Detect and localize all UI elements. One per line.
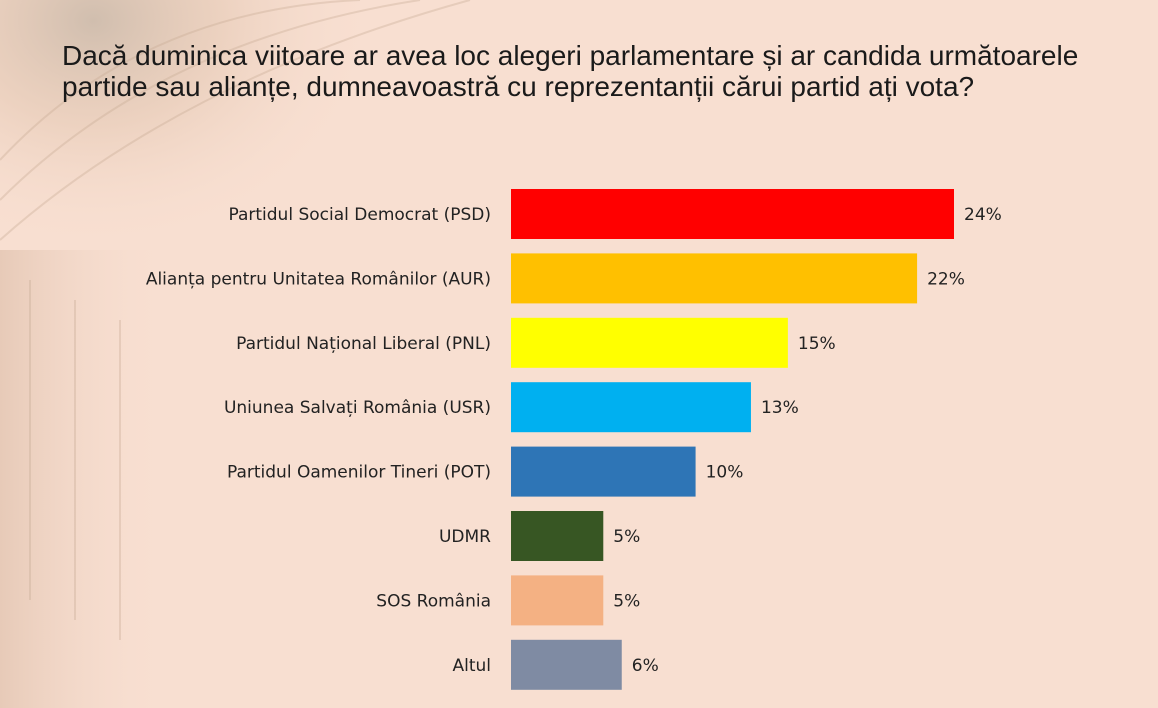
bar [511, 317, 788, 368]
bar [511, 575, 604, 626]
value-label: 13% [761, 398, 799, 418]
category-label: Alianța pentru Unitatea Românilor (AUR) [146, 269, 491, 289]
category-label: UDMR [439, 527, 491, 547]
bar [511, 511, 604, 561]
value-label: 10% [706, 463, 744, 483]
bar [511, 253, 918, 304]
value-label: 5% [613, 591, 640, 611]
bar [511, 382, 751, 433]
bar [511, 446, 696, 497]
value-label: 24% [964, 205, 1002, 225]
category-label: Uniunea Salvați România (USR) [224, 398, 491, 418]
category-label: Partidul Oamenilor Tineri (POT) [227, 463, 491, 483]
bar [511, 189, 954, 239]
value-label: 22% [927, 269, 965, 289]
category-label: SOS România [376, 591, 491, 611]
category-label: Partidul Național Liberal (PNL) [236, 334, 491, 354]
value-label: 6% [632, 656, 659, 676]
category-label: Partidul Social Democrat (PSD) [228, 205, 491, 225]
value-label: 5% [613, 527, 640, 547]
category-label: Altul [452, 656, 491, 676]
bar [511, 639, 622, 690]
value-label: 15% [798, 334, 836, 354]
chart-question-title: Dacă duminica viitoare ar avea loc alege… [62, 40, 1079, 102]
